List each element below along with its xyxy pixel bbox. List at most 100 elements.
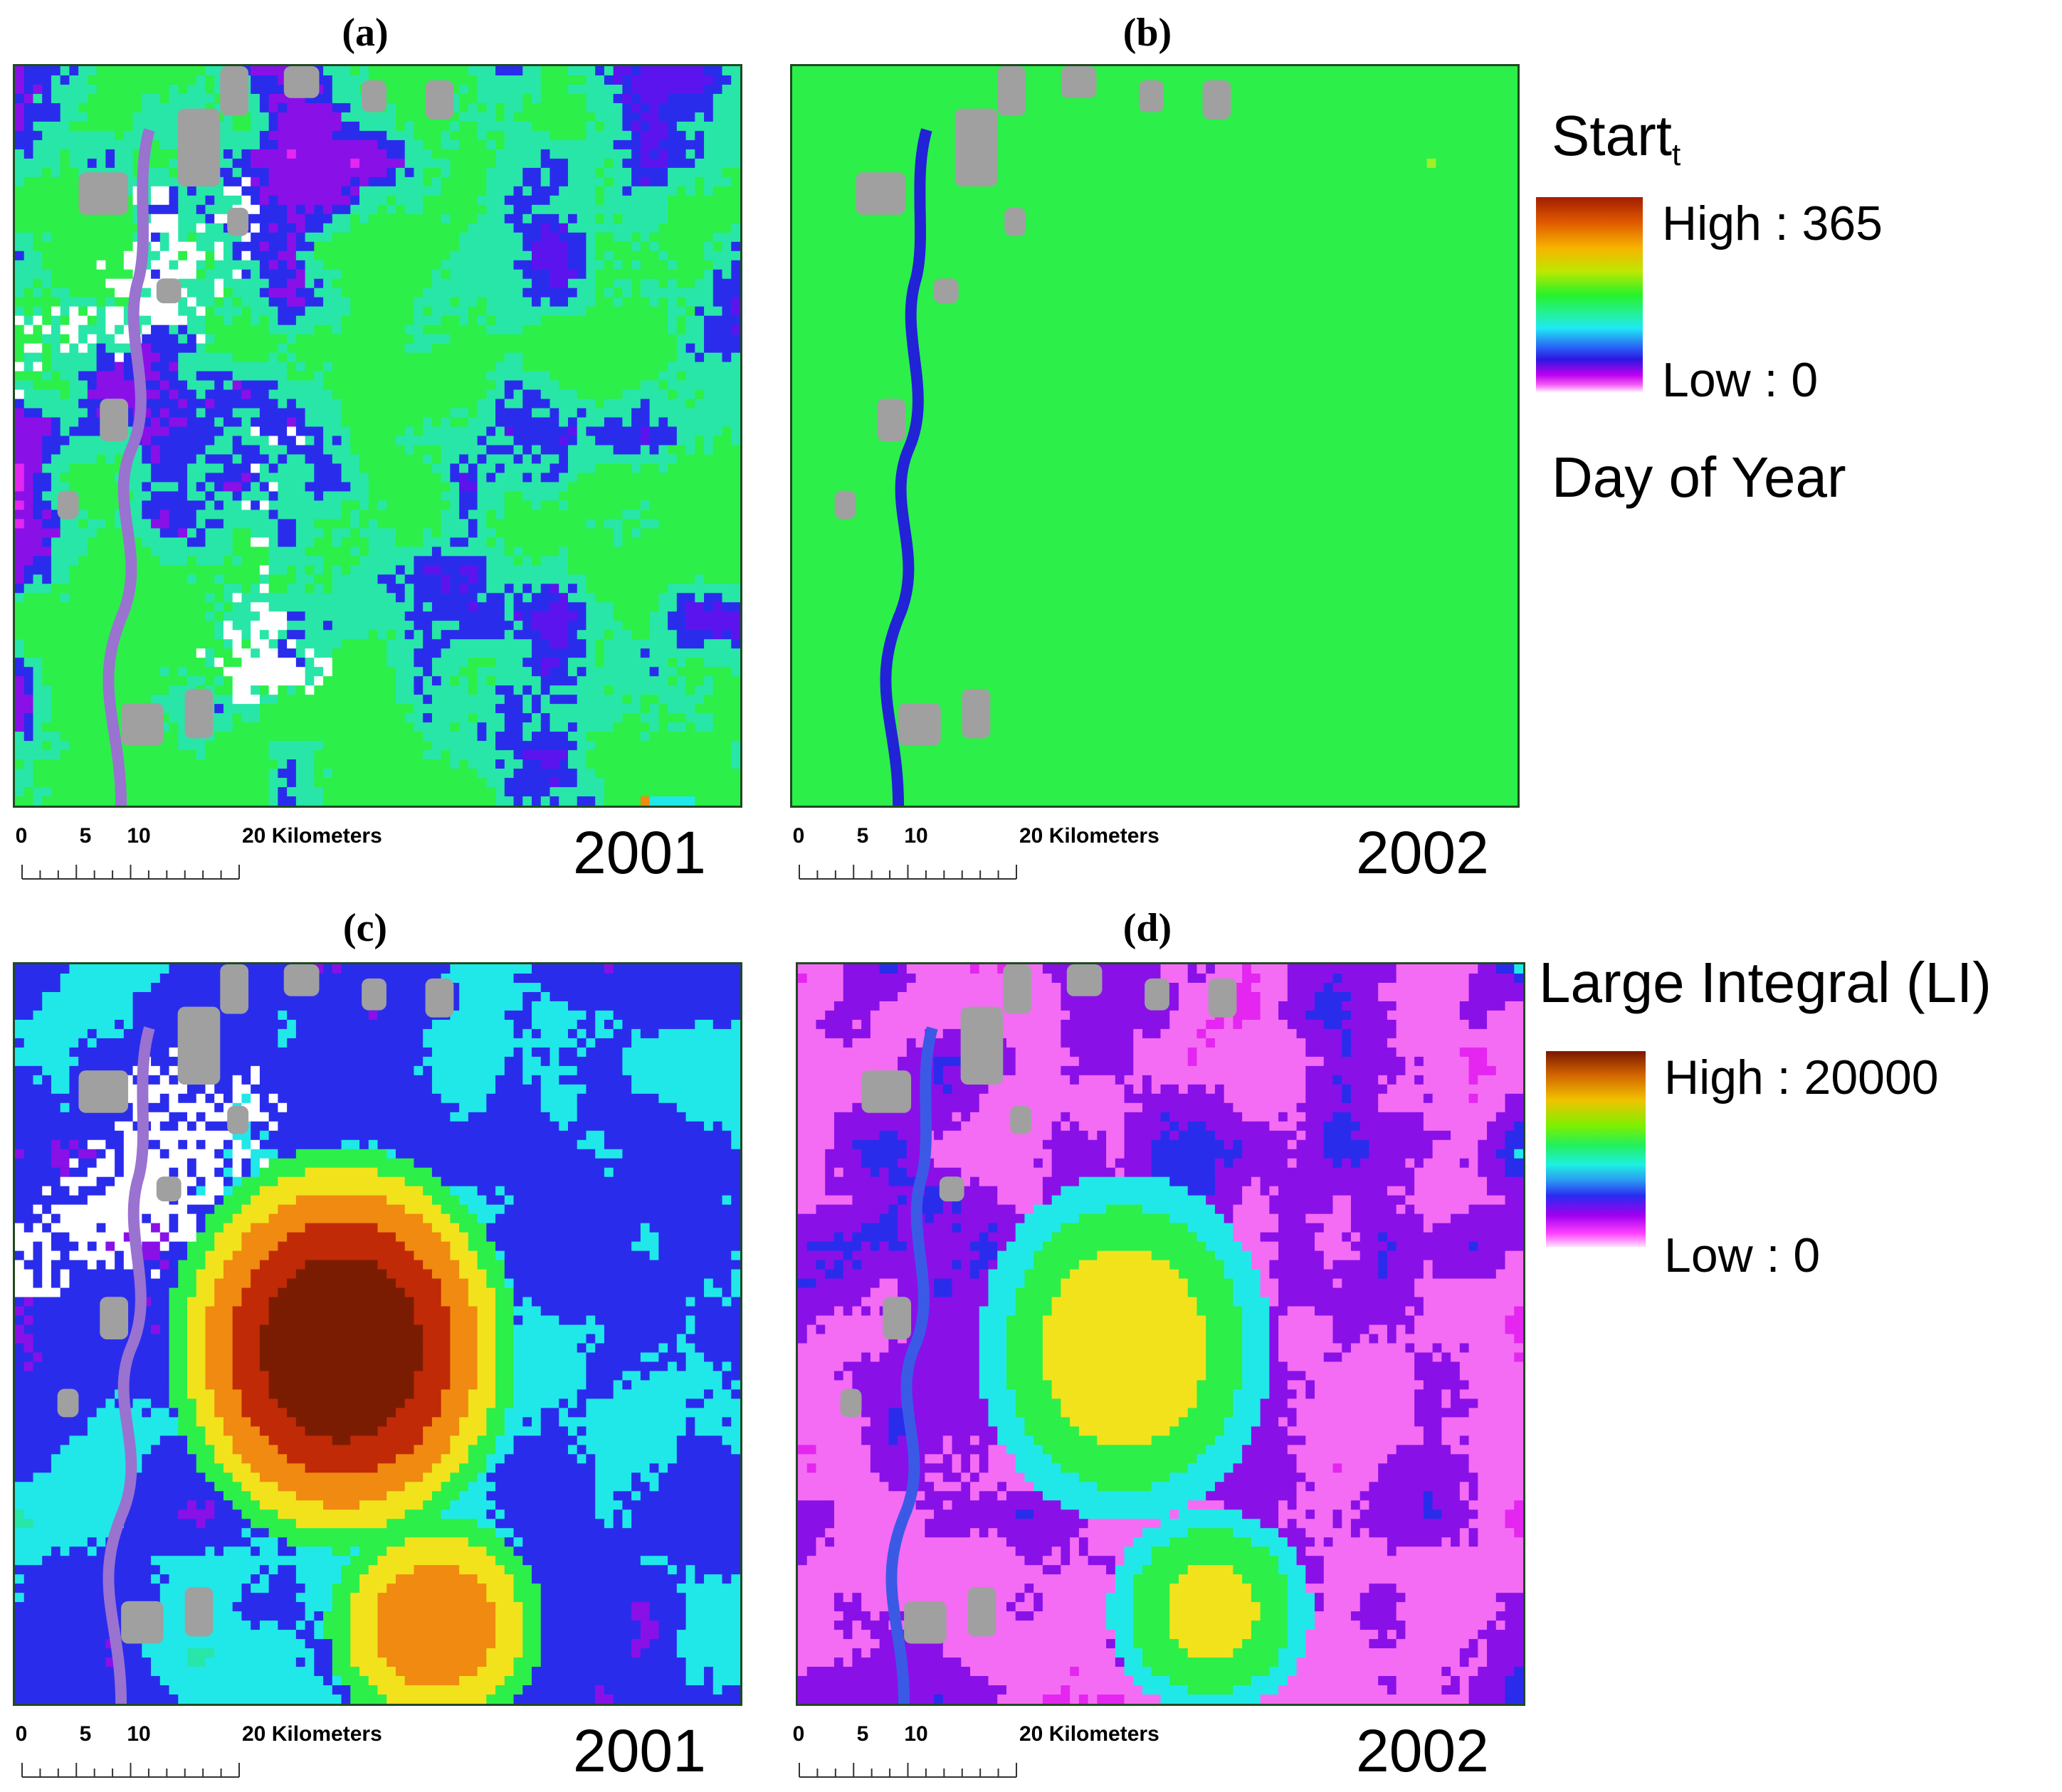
nodata-patch <box>1145 978 1169 1011</box>
river-feature <box>102 1026 155 1704</box>
nodata-patch <box>362 80 386 112</box>
legend-start-caption: Day of Year <box>1552 445 1846 510</box>
nodata-patch <box>898 702 941 746</box>
nodata-patch <box>877 399 906 441</box>
nodata-patch <box>100 1297 129 1339</box>
nodata-patch <box>1208 978 1237 1018</box>
river-feature <box>880 128 932 806</box>
scale-tick-label: 20 Kilometers <box>242 824 382 848</box>
scale-bar-b: 0 5 10 20 Kilometers <box>793 824 1197 888</box>
nodata-patch <box>121 702 164 746</box>
nodata-patch <box>78 172 129 215</box>
nodata-patch <box>861 1070 912 1113</box>
nodata-patch <box>227 1105 249 1134</box>
legend-start-high: High : 365 <box>1662 196 1883 251</box>
year-label-c: 2001 <box>573 1717 706 1786</box>
scale-tick-label: 5 <box>857 824 869 848</box>
nodata-patch <box>283 964 320 996</box>
river-feature <box>102 128 155 806</box>
scale-tick-label: 0 <box>16 1722 28 1746</box>
year-label-d: 2002 <box>1356 1717 1489 1786</box>
panel-label-d: (d) <box>1041 905 1254 951</box>
panel-label-a: (a) <box>258 10 472 56</box>
nodata-patch <box>1004 207 1026 236</box>
scale-bar-graphic <box>21 1763 240 1778</box>
scale-bar-graphic <box>21 865 240 880</box>
nodata-patch <box>227 207 249 236</box>
nodata-patch <box>57 490 79 520</box>
nodata-patch <box>997 66 1026 116</box>
nodata-patch <box>933 278 959 304</box>
scale-tick-label: 10 <box>127 1722 150 1746</box>
scale-bar-graphic <box>799 865 1017 880</box>
nodata-patch <box>184 688 214 739</box>
nodata-patch <box>425 978 454 1018</box>
scale-tick-label: 5 <box>857 1722 869 1746</box>
nodata-patch <box>156 278 182 304</box>
scale-tick-label: 20 Kilometers <box>1019 824 1159 848</box>
legend-start-title-subscript: t <box>1672 137 1680 172</box>
raster-image <box>792 66 1517 806</box>
nodata-patch <box>883 1297 912 1339</box>
scale-tick-label: 20 Kilometers <box>1019 1722 1159 1746</box>
panel-label-b: (b) <box>1041 10 1254 56</box>
nodata-patch <box>184 1586 214 1637</box>
nodata-patch <box>425 80 454 120</box>
nodata-patch <box>856 172 906 215</box>
nodata-patch <box>177 1006 221 1085</box>
nodata-patch <box>904 1601 947 1644</box>
nodata-patch <box>834 490 856 520</box>
legend-start-low: Low : 0 <box>1662 352 1818 408</box>
year-label-a: 2001 <box>573 818 706 887</box>
legend-li-title: Large Integral (LI) <box>1539 950 1992 1016</box>
legend-li-high: High : 20000 <box>1664 1050 1939 1105</box>
nodata-patch <box>840 1388 862 1418</box>
map-panel-d[interactable] <box>796 962 1525 1706</box>
nodata-patch <box>220 964 249 1014</box>
nodata-patch <box>960 1006 1004 1085</box>
scale-bar-c: 0 5 10 20 Kilometers <box>16 1722 420 1786</box>
scale-tick-label: 5 <box>80 1722 92 1746</box>
legend-start-title-text: Start <box>1552 104 1672 167</box>
nodata-patch <box>1010 1105 1032 1134</box>
nodata-patch <box>1139 80 1164 112</box>
nodata-patch <box>1061 66 1097 98</box>
nodata-patch <box>78 1070 129 1113</box>
scale-tick-label: 5 <box>80 824 92 848</box>
scale-tick-label: 20 Kilometers <box>242 1722 382 1746</box>
nodata-patch <box>100 399 129 441</box>
scale-bar-d: 0 5 10 20 Kilometers <box>793 1722 1197 1786</box>
scale-bar-graphic <box>799 1763 1017 1778</box>
nodata-patch <box>1066 964 1103 996</box>
scale-tick-label: 0 <box>16 824 28 848</box>
scale-tick-label: 10 <box>127 824 150 848</box>
nodata-patch <box>57 1388 79 1418</box>
nodata-patch <box>967 1586 996 1637</box>
nodata-patch <box>283 66 320 98</box>
nodata-patch <box>362 978 386 1011</box>
raster-image <box>798 964 1523 1704</box>
river-feature <box>885 1026 938 1704</box>
nodata-patch <box>220 66 249 116</box>
scale-tick-label: 0 <box>793 1722 805 1746</box>
scale-tick-label: 10 <box>904 1722 927 1746</box>
panel-label-c: (c) <box>258 905 472 951</box>
year-label-b: 2002 <box>1356 818 1489 887</box>
raster-image <box>15 66 740 806</box>
nodata-patch <box>939 1176 964 1202</box>
nodata-patch <box>1202 80 1231 120</box>
nodata-patch <box>121 1601 164 1644</box>
legend-li-color-ramp <box>1546 1051 1646 1247</box>
nodata-patch <box>962 688 991 739</box>
legend-start-title: Startt <box>1552 103 1680 173</box>
nodata-patch <box>1003 964 1032 1014</box>
map-panel-b[interactable] <box>790 64 1520 808</box>
map-panel-c[interactable] <box>13 962 742 1706</box>
raster-image <box>15 964 740 1704</box>
map-panel-a[interactable] <box>13 64 742 808</box>
legend-start-color-ramp <box>1536 197 1643 393</box>
scale-bar-a: 0 5 10 20 Kilometers <box>16 824 420 888</box>
nodata-patch <box>954 108 998 187</box>
scale-tick-label: 10 <box>904 824 927 848</box>
legend-li-low: Low : 0 <box>1664 1228 1820 1283</box>
